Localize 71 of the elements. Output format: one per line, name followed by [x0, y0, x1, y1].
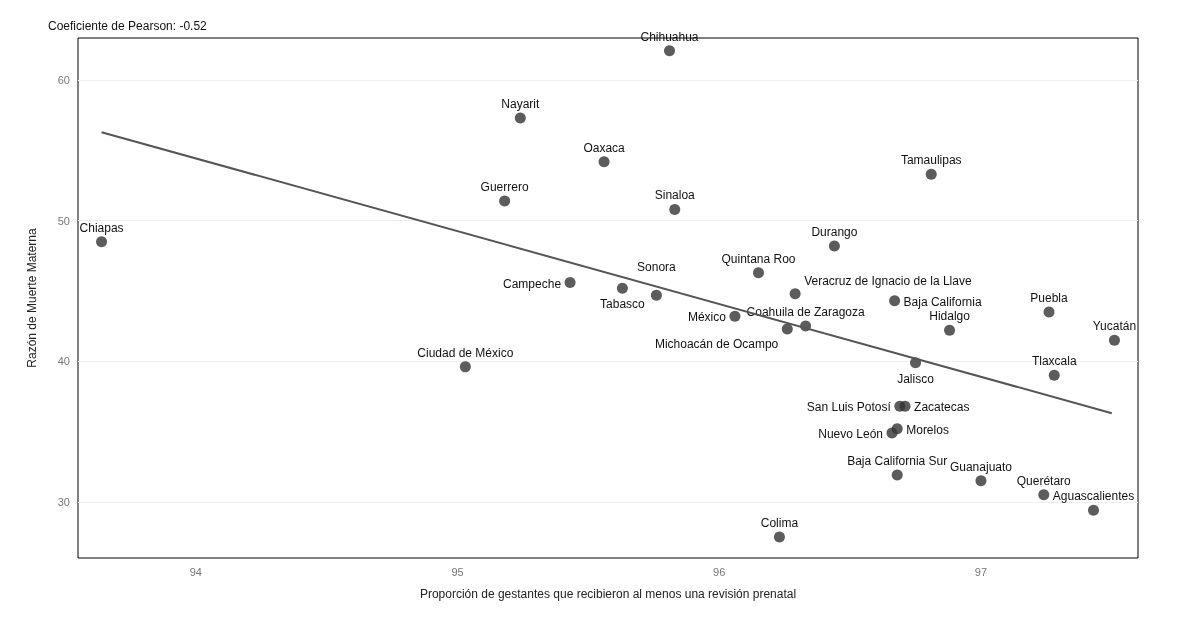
point	[925, 168, 937, 180]
point	[828, 240, 840, 252]
point	[1108, 334, 1120, 346]
annotation: Puebla	[1030, 291, 1069, 306]
point	[664, 45, 676, 57]
point	[616, 282, 628, 294]
annotation: Jalisco	[897, 371, 935, 386]
point	[729, 310, 741, 322]
annotation: Chihuahua	[640, 29, 699, 44]
annotation: Baja California Sur	[847, 454, 948, 469]
point	[891, 469, 903, 481]
annotation: Tabasco	[600, 297, 646, 312]
x-tick-label: 97	[974, 565, 988, 578]
annotation: Colima	[760, 515, 799, 530]
annotation: Zacatecas	[914, 400, 970, 415]
point	[650, 289, 662, 301]
point	[781, 323, 793, 335]
x-tick-label: 95	[451, 565, 464, 578]
annotation: Sonora	[637, 260, 677, 275]
annotation: Michoacán de Ocampo	[654, 336, 779, 351]
point	[499, 195, 511, 207]
annotation: Guerrero	[480, 180, 529, 195]
annotation: Quintana Roo	[721, 251, 796, 266]
text: Coeficiente de Pearson: -0.52	[48, 19, 208, 33]
annotation: Coahuila de Zaragoza	[746, 305, 865, 320]
annotation: Tlaxcala	[1031, 354, 1077, 369]
annotation: Guanajuato	[949, 459, 1013, 474]
point	[1088, 504, 1100, 516]
point	[975, 475, 987, 487]
y-tick-label: 60	[57, 74, 70, 87]
annotation: Durango	[811, 225, 858, 239]
point	[753, 267, 764, 279]
point	[459, 361, 471, 373]
point	[886, 427, 898, 439]
annotation: Campeche	[503, 276, 562, 291]
point	[789, 288, 801, 300]
point	[944, 324, 956, 336]
point	[1043, 306, 1055, 318]
x-tick-label: 94	[189, 565, 202, 578]
annotation: Nayarit	[501, 97, 540, 112]
annotation: Chiapas	[79, 220, 124, 235]
y-tick-label: 50	[57, 214, 70, 227]
annotation: Nuevo León	[818, 426, 883, 441]
annotation: Tamaulipas	[900, 153, 962, 168]
x-axis-title: Proporción de gestantes que recibieron al menos una revisión prenatal	[419, 587, 797, 601]
annotation: Morelos	[906, 422, 949, 437]
y-tick-label: 30	[57, 495, 70, 508]
annotation: Aguascalientes	[1052, 489, 1135, 504]
point	[598, 156, 610, 168]
point	[96, 236, 108, 248]
annotation: Querétaro	[1016, 473, 1072, 488]
annotation: Sinaloa	[654, 188, 696, 203]
y-axis-title: Razón de Muerte Materna	[25, 227, 39, 368]
annotation: Baja California	[903, 294, 982, 309]
point	[669, 203, 681, 215]
annotation: Oaxaca	[583, 140, 626, 155]
point	[514, 112, 526, 124]
x-tick-label: 96	[713, 565, 726, 578]
y-tick-label: 40	[57, 355, 70, 368]
annotation: México	[687, 310, 727, 325]
annotation: Veracruz de Ignacio de la Llave	[804, 273, 972, 288]
point	[1048, 369, 1060, 381]
point	[899, 400, 911, 412]
point	[889, 295, 901, 307]
annotation: Hidalgo	[929, 309, 971, 324]
annotation: Yucatán	[1092, 319, 1137, 334]
annotation: San Luis Potosí	[806, 400, 892, 415]
point	[1038, 489, 1050, 501]
point	[773, 531, 785, 543]
point	[564, 277, 576, 289]
annotation: Ciudad de México	[417, 345, 514, 360]
